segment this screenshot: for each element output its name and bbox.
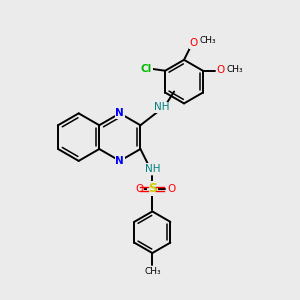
Text: N: N <box>116 108 124 118</box>
Text: NH: NH <box>145 164 160 174</box>
Text: O: O <box>217 65 225 75</box>
Text: N: N <box>116 156 124 166</box>
Text: Cl: Cl <box>141 64 152 74</box>
Text: CH₃: CH₃ <box>144 267 160 276</box>
Text: O: O <box>190 38 198 48</box>
Text: O: O <box>167 184 175 194</box>
Text: CH₃: CH₃ <box>226 65 243 74</box>
Text: O: O <box>135 184 144 194</box>
Text: CH₃: CH₃ <box>200 35 216 44</box>
Text: S: S <box>148 182 157 195</box>
Text: NH: NH <box>154 102 170 112</box>
